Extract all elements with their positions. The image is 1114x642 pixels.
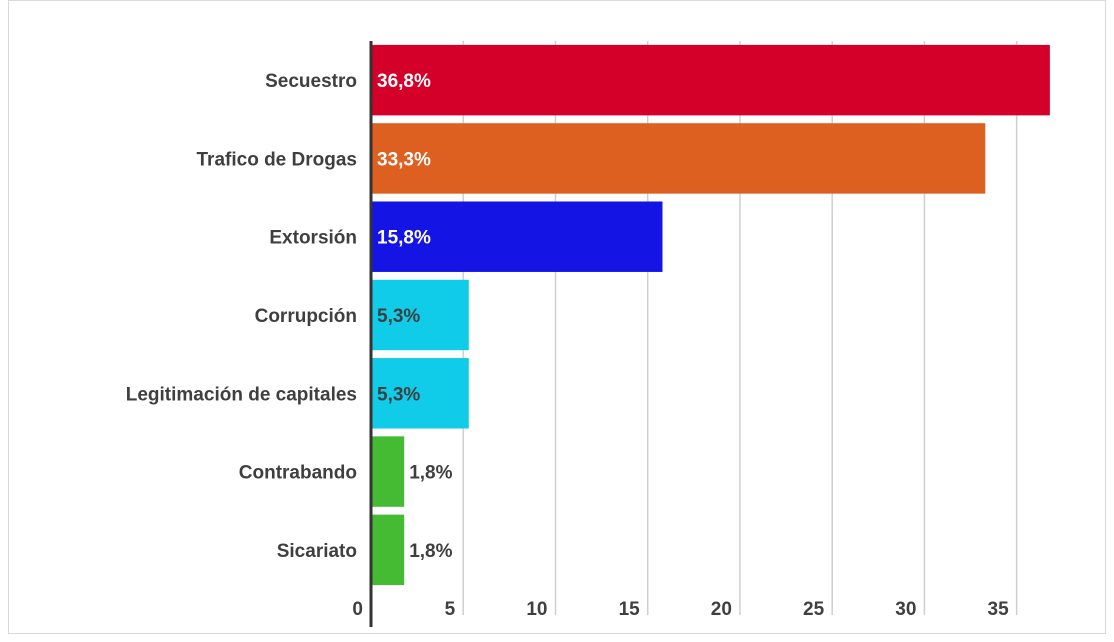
x-tick-label: 10 bbox=[526, 599, 547, 620]
data-label: 5,3% bbox=[377, 306, 420, 327]
category-label: Contrabando bbox=[239, 463, 357, 484]
bar bbox=[371, 123, 986, 194]
chart-frame: Secuestro Trafico de Drogas Extorsión Corru… bbox=[8, 0, 1106, 634]
bars bbox=[371, 44, 1050, 586]
bar bbox=[371, 436, 405, 507]
x-tick-label: 35 bbox=[988, 599, 1010, 620]
x-axis-tick-labels: 0 5 10 15 20 25 30 35 bbox=[352, 599, 1009, 620]
bar bbox=[371, 279, 469, 351]
x-tick-label: 25 bbox=[803, 599, 825, 620]
data-label: 33,3% bbox=[377, 149, 431, 170]
data-label: 15,8% bbox=[377, 228, 431, 249]
x-tick-label: 5 bbox=[445, 599, 456, 620]
bar-chart: Secuestro Trafico de Drogas Extorsión Corru… bbox=[126, 41, 1050, 627]
category-labels: Secuestro Trafico de Drogas Extorsión Corru… bbox=[126, 71, 357, 562]
data-label: 1,8% bbox=[409, 463, 452, 484]
bar bbox=[371, 514, 405, 586]
category-label: Extorsión bbox=[269, 228, 357, 249]
x-tick-label: 0 bbox=[352, 599, 363, 620]
category-label: Secuestro bbox=[265, 71, 357, 92]
data-label: 1,8% bbox=[409, 541, 452, 562]
bar bbox=[371, 358, 469, 429]
category-label: Corrupción bbox=[255, 306, 357, 327]
x-tick-label: 20 bbox=[711, 599, 732, 620]
category-label: Legitimación de capitales bbox=[126, 384, 357, 405]
data-label: 5,3% bbox=[377, 384, 420, 405]
data-label: 36,8% bbox=[377, 71, 431, 92]
category-label: Sicariato bbox=[277, 541, 357, 562]
data-labels: 36,8% 33,3% 15,8% 5,3% 5,3% 1,8% 1,8% bbox=[377, 71, 453, 562]
bar bbox=[371, 44, 1050, 116]
x-tick-label: 30 bbox=[895, 599, 916, 620]
category-label: Trafico de Drogas bbox=[197, 149, 358, 170]
x-tick-label: 15 bbox=[619, 599, 641, 620]
bar bbox=[371, 201, 663, 272]
